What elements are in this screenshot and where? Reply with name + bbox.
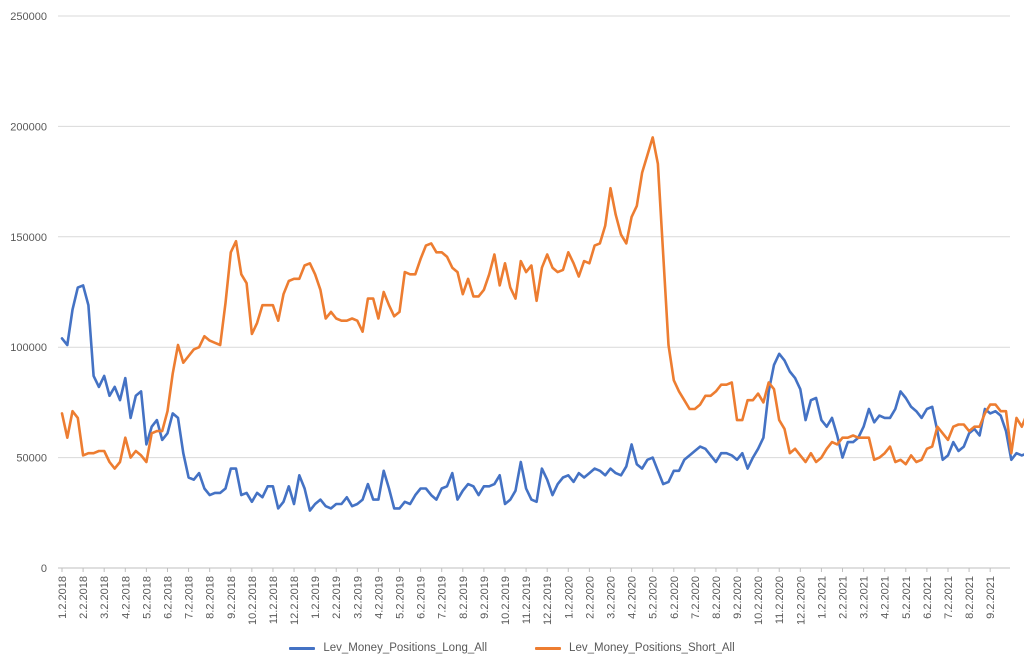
x-tick-label: 3.2.2018 bbox=[99, 576, 111, 619]
x-tick-label: 2.2.2019 bbox=[331, 576, 343, 619]
series-line-long bbox=[60, 284, 1024, 512]
x-tick-label: 1.2.2021 bbox=[816, 576, 828, 619]
y-tick-label: 250000 bbox=[10, 11, 47, 23]
x-tick-label: 2.2.2021 bbox=[838, 576, 850, 619]
x-tick-label: 3.2.2020 bbox=[605, 576, 617, 619]
x-tick-label: 8.2.2021 bbox=[964, 576, 976, 619]
legend-swatch-long bbox=[289, 646, 316, 650]
y-tick-label: 150000 bbox=[10, 232, 47, 244]
x-tick-label: 12.2.2020 bbox=[795, 576, 807, 625]
x-tick-label: 5.2.2018 bbox=[141, 576, 153, 619]
x-tick-label: 7.2.2020 bbox=[690, 576, 702, 619]
x-tick-label: 9.2.2021 bbox=[985, 576, 997, 619]
gridlines bbox=[58, 15, 1010, 459]
x-tick-label: 5.2.2019 bbox=[395, 576, 407, 619]
x-tick-label: 8.2.2019 bbox=[458, 576, 470, 619]
x-tick-label: 11.2.2020 bbox=[774, 576, 786, 624]
x-tick-label: 8.2.2020 bbox=[711, 576, 723, 619]
legend-label-long: Lev_Money_Positions_Long_All bbox=[323, 642, 488, 654]
x-tick-label: 9.2.2019 bbox=[479, 576, 491, 619]
legend-item-long: Lev_Money_Positions_Long_All bbox=[289, 642, 487, 654]
x-tick-label: 9.2.2018 bbox=[226, 576, 238, 619]
y-tick-label: 200000 bbox=[10, 121, 47, 133]
x-tick-label: 6.2.2020 bbox=[669, 576, 681, 619]
x-tick-label: 6.2.2021 bbox=[922, 576, 934, 619]
x-tick-label: 1.2.2020 bbox=[563, 576, 575, 619]
x-tick-label: 7.2.2019 bbox=[437, 576, 449, 619]
y-tick-label: 100000 bbox=[10, 342, 47, 354]
x-tick-label: 1.2.2018 bbox=[57, 576, 69, 619]
x-tick-label: 7.2.2021 bbox=[943, 576, 955, 619]
x-tick-label: 12.2.2018 bbox=[289, 576, 301, 625]
x-tick-label: 6.2.2019 bbox=[416, 576, 428, 619]
series-line-short bbox=[60, 136, 1024, 470]
line-chart: 0 50000 100000 150000 200000 250000 1.2.2018 2… bbox=[10, 11, 1024, 625]
legend: Lev_Money_Positions_Long_All Lev_Money_P… bbox=[0, 636, 1024, 660]
x-tick-label: 1.2.2019 bbox=[310, 576, 322, 619]
x-tick-label: 3.2.2019 bbox=[352, 576, 364, 619]
x-tick-label: 5.2.2021 bbox=[901, 576, 913, 619]
y-axis-tick-labels: 0 50000 100000 150000 200000 250000 bbox=[10, 11, 47, 575]
x-axis-tick-labels: 1.2.2018 2.2.2018 3.2.2018 4.2.2018 5.2.2018… bbox=[57, 568, 997, 625]
legend-swatch-short bbox=[535, 646, 562, 650]
y-tick-label: 50000 bbox=[16, 453, 47, 465]
x-tick-label: 3.2.2021 bbox=[859, 576, 871, 619]
y-tick-label: 0 bbox=[41, 563, 47, 575]
series-lines bbox=[60, 136, 1024, 512]
x-tick-label: 4.2.2018 bbox=[120, 576, 132, 619]
x-tick-label: 7.2.2018 bbox=[184, 576, 196, 619]
x-tick-label: 10.2.2019 bbox=[500, 576, 512, 625]
x-tick-label: 11.2.2019 bbox=[521, 576, 533, 624]
legend-item-short: Lev_Money_Positions_Short_All bbox=[535, 642, 735, 654]
x-tick-label: 9.2.2020 bbox=[732, 576, 744, 619]
x-tick-label: 5.2.2020 bbox=[648, 576, 660, 619]
x-tick-label: 10.2.2018 bbox=[247, 576, 259, 625]
x-tick-label: 4.2.2019 bbox=[373, 576, 385, 619]
x-tick-label: 8.2.2018 bbox=[205, 576, 217, 619]
x-tick-label: 6.2.2018 bbox=[162, 576, 174, 619]
x-tick-label: 12.2.2019 bbox=[542, 576, 554, 625]
x-tick-label: 10.2.2020 bbox=[753, 576, 765, 625]
x-tick-label: 4.2.2021 bbox=[880, 576, 892, 619]
x-tick-label: 4.2.2020 bbox=[627, 576, 639, 619]
legend-label-short: Lev_Money_Positions_Short_All bbox=[569, 642, 735, 654]
x-tick-label: 2.2.2018 bbox=[78, 576, 90, 619]
x-tick-label: 2.2.2020 bbox=[584, 576, 596, 619]
x-tick-label: 11.2.2018 bbox=[268, 576, 280, 624]
